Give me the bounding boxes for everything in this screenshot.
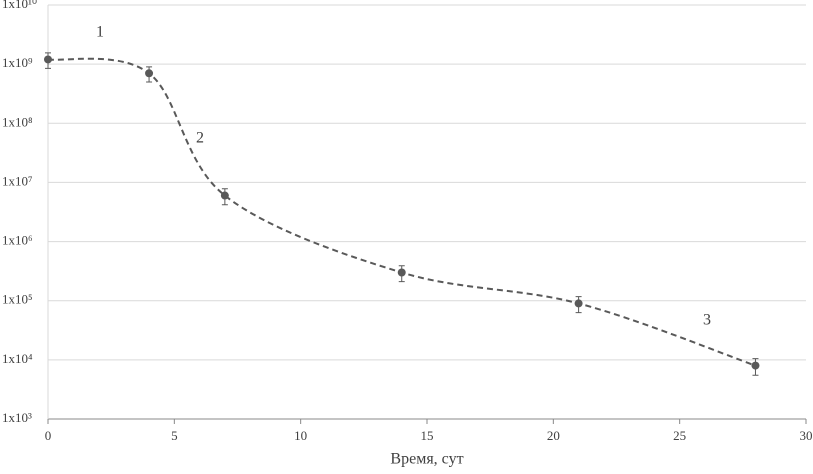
x-tick-label: 20	[547, 428, 560, 443]
data-point	[751, 361, 760, 370]
data-point	[220, 191, 229, 200]
y-tick-label: 1x10⁶	[2, 233, 33, 248]
y-tick-label: 1x10⁹	[2, 55, 33, 70]
x-tick-label: 0	[45, 428, 52, 443]
x-tick-label: 30	[800, 428, 813, 443]
data-point	[574, 299, 583, 308]
annotation: 1	[96, 24, 104, 41]
annotation: 3	[703, 312, 711, 329]
y-tick-label: 1x10⁷	[2, 173, 33, 188]
y-tick-label: 1x10⁵	[2, 292, 33, 307]
x-axis-title: Время, сут	[390, 451, 463, 468]
x-tick-label: 25	[673, 428, 686, 443]
annotation: 2	[196, 130, 204, 147]
x-tick-label: 10	[294, 428, 307, 443]
x-tick-label: 15	[421, 428, 434, 443]
trend-line	[47, 57, 756, 367]
data-point	[397, 268, 406, 277]
data-point	[145, 69, 154, 78]
x-tick-label: 5	[171, 428, 178, 443]
data-point	[44, 55, 52, 64]
y-tick-label: 1x10¹⁰	[2, 0, 37, 11]
y-tick-label: 1x10⁴	[2, 351, 33, 366]
y-tick-label: 1x10⁸	[2, 114, 33, 129]
y-tick-label: 1x10³	[2, 410, 32, 425]
